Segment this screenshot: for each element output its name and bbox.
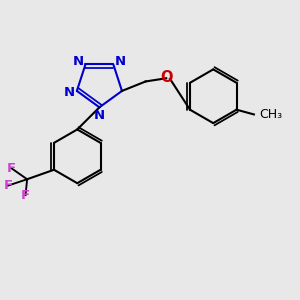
Text: N: N [73,56,84,68]
Text: N: N [63,86,74,99]
Text: CH₃: CH₃ [260,108,283,121]
Text: F: F [7,162,16,175]
Text: N: N [94,109,105,122]
Text: F: F [21,189,30,202]
Text: O: O [160,70,172,85]
Text: N: N [115,56,126,68]
Text: F: F [4,179,13,192]
